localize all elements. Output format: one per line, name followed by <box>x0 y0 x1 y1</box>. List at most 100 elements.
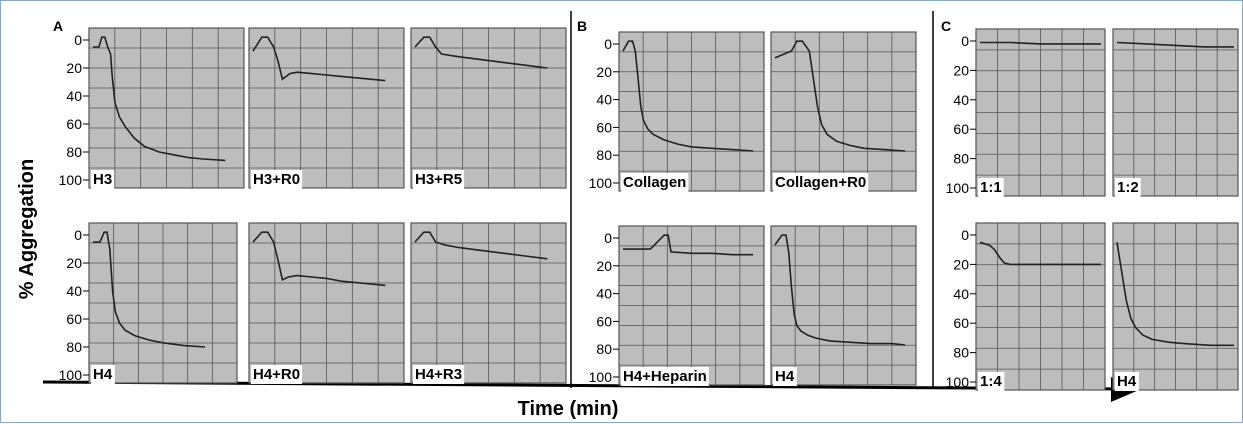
plot-h3-r0: H3+R0 <box>248 27 405 189</box>
plot-label-background <box>251 365 303 384</box>
plot-1-4: 0 20 40 60 80 100 1:4 <box>946 222 1106 391</box>
y-tick-label: 40 <box>596 286 612 302</box>
aggregation-trace <box>623 234 754 256</box>
plot-label: H4+R3 <box>415 366 462 383</box>
y-tick-label: 40 <box>596 92 612 108</box>
panel-letter-a: A <box>53 18 63 34</box>
plot-label-background <box>1115 372 1139 391</box>
y-tick-label: 0 <box>961 33 969 49</box>
y-tick-label: 0 <box>604 36 612 52</box>
plot-label-background <box>773 173 869 192</box>
plot-h4: H4 <box>770 225 917 386</box>
aggregation-trace <box>622 40 754 152</box>
plots: 0 20 40 60 80 100 H3 H3+R0 H3+R5 0 20 40 60 80 100 H4 H4… <box>59 27 1239 391</box>
plot-label: H4 <box>93 366 113 383</box>
aggregation-trace <box>252 36 386 82</box>
y-tick-label: 40 <box>66 283 82 299</box>
y-tick-label: 0 <box>74 32 82 48</box>
plot-label-background <box>413 365 465 384</box>
y-tick-label: 0 <box>74 227 82 243</box>
panel-letter-c: C <box>941 18 951 34</box>
aggregation-trace <box>93 231 206 348</box>
plot-label-background <box>1115 178 1141 197</box>
panel-separators <box>570 11 934 388</box>
plot-label: 1:1 <box>980 179 1002 196</box>
y-tick-label: 20 <box>953 62 969 78</box>
plot-label-background <box>91 170 115 189</box>
plot-label: Collagen+R0 <box>775 174 866 191</box>
y-tick-label: 80 <box>953 151 969 167</box>
plot-h4-r3: H4+R3 <box>410 222 567 384</box>
y-tick-label: 80 <box>596 341 612 357</box>
plot-collagen-r0: Collagen+R0 <box>770 31 917 192</box>
aggregation-trace <box>979 241 1101 266</box>
plot-label-background <box>621 367 709 386</box>
plot-label: H4 <box>1117 373 1137 390</box>
plot-collagen: 0 20 40 60 80 100 Collagen <box>589 31 765 192</box>
plot-label-background <box>91 365 115 384</box>
plot-h4: H4 <box>1112 222 1239 391</box>
y-tick-label: 0 <box>604 230 612 246</box>
y-tick-label: 60 <box>596 313 612 329</box>
plot-h4: 0 20 40 60 80 100 H4 <box>59 222 238 384</box>
y-tick-label: 100 <box>589 175 613 191</box>
aggregation-trace <box>252 231 386 287</box>
aggregation-trace <box>414 231 548 260</box>
panel-letter-b: B <box>577 18 587 34</box>
plot-label-background <box>413 170 465 189</box>
y-tick-label: 100 <box>59 172 83 188</box>
plot-h3: 0 20 40 60 80 100 H3 <box>59 27 245 189</box>
aggregation-trace <box>1116 242 1234 347</box>
plot-label-background <box>978 372 1005 391</box>
y-tick-label: 60 <box>66 311 82 327</box>
plot-label: H4+R0 <box>253 366 300 383</box>
aggregation-trace <box>414 36 548 69</box>
y-tick-label: 80 <box>953 345 969 361</box>
plot-label-background <box>621 173 689 192</box>
y-tick-label: 40 <box>66 88 82 104</box>
y-tick-label: 80 <box>596 147 612 163</box>
aggregation-trace <box>93 36 226 162</box>
plot-label: Collagen <box>623 174 686 191</box>
aggregation-trace <box>980 41 1101 45</box>
y-tick-label: 100 <box>589 369 613 385</box>
plot-label-background <box>251 170 303 189</box>
y-tick-label: 60 <box>66 116 82 132</box>
y-tick-label: 60 <box>953 315 969 331</box>
y-tick-label: 60 <box>596 119 612 135</box>
aggregation-trace <box>774 40 906 152</box>
plot-label: 1:4 <box>980 373 1002 390</box>
plot-1-2: 1:2 <box>1112 28 1239 197</box>
y-tick-label: 20 <box>596 64 612 80</box>
y-tick-label: 20 <box>66 255 82 271</box>
plot-h4-heparin: 0 20 40 60 80 100 H4+Heparin <box>589 225 765 386</box>
plot-label: H3+R0 <box>253 171 300 188</box>
y-axis-label: % Aggregation <box>16 159 38 299</box>
y-tick-label: 80 <box>66 339 82 355</box>
y-tick-label: 40 <box>953 286 969 302</box>
plot-label-background <box>978 178 1004 197</box>
y-tick-label: 20 <box>953 256 969 272</box>
y-tick-label: 60 <box>953 121 969 137</box>
y-tick-label: 20 <box>66 60 82 76</box>
plot-h4-r0: H4+R0 <box>248 222 405 384</box>
plot-label: 1:2 <box>1117 179 1139 196</box>
plot-label: H3+R5 <box>415 171 462 188</box>
aggregation-trace <box>1116 41 1234 48</box>
x-axis-label: Time (min) <box>518 398 619 420</box>
plot-label: H3 <box>93 171 112 188</box>
plot-1-1: 0 20 40 60 80 100 1:1 <box>946 28 1106 197</box>
y-tick-label: 100 <box>946 374 970 390</box>
y-tick-label: 80 <box>66 144 82 160</box>
y-tick-label: 100 <box>59 367 83 383</box>
plot-h3-r5: H3+R5 <box>410 27 567 189</box>
plot-label: H4+Heparin <box>623 368 707 385</box>
aggregation-trace <box>774 234 906 346</box>
plot-label-background <box>773 367 797 386</box>
y-tick-label: 0 <box>961 227 969 243</box>
y-tick-label: 20 <box>596 258 612 274</box>
y-tick-label: 40 <box>953 92 969 108</box>
y-tick-label: 100 <box>946 180 970 196</box>
